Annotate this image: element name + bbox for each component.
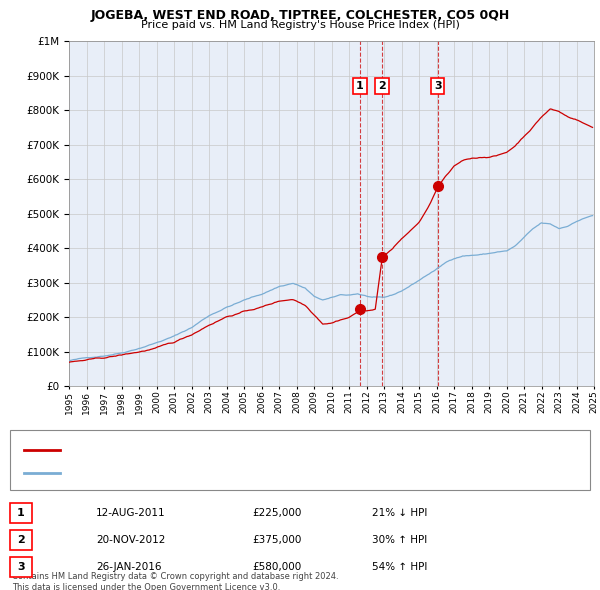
Text: £225,000: £225,000 [252,508,301,518]
Text: HPI: Average price, detached house, Colchester: HPI: Average price, detached house, Colc… [69,468,302,478]
Text: 54% ↑ HPI: 54% ↑ HPI [372,562,427,572]
Text: 21% ↓ HPI: 21% ↓ HPI [372,508,427,518]
Text: JOGEBA, WEST END ROAD, TIPTREE, COLCHESTER, CO5 0QH (detached house): JOGEBA, WEST END ROAD, TIPTREE, COLCHEST… [69,445,454,455]
Text: 2: 2 [378,81,386,91]
Text: 30% ↑ HPI: 30% ↑ HPI [372,535,427,545]
Text: Price paid vs. HM Land Registry's House Price Index (HPI): Price paid vs. HM Land Registry's House … [140,20,460,30]
Text: 3: 3 [17,562,25,572]
Text: 1: 1 [17,508,25,518]
Text: 12-AUG-2011: 12-AUG-2011 [96,508,166,518]
Text: 1: 1 [356,81,364,91]
Text: £375,000: £375,000 [252,535,301,545]
Text: £580,000: £580,000 [252,562,301,572]
Text: Contains HM Land Registry data © Crown copyright and database right 2024.: Contains HM Land Registry data © Crown c… [12,572,338,581]
Text: 3: 3 [434,81,442,91]
Text: This data is licensed under the Open Government Licence v3.0.: This data is licensed under the Open Gov… [12,583,280,590]
Text: JOGEBA, WEST END ROAD, TIPTREE, COLCHESTER, CO5 0QH: JOGEBA, WEST END ROAD, TIPTREE, COLCHEST… [91,9,509,22]
Text: 20-NOV-2012: 20-NOV-2012 [96,535,166,545]
Text: 2: 2 [17,535,25,545]
Text: 26-JAN-2016: 26-JAN-2016 [96,562,161,572]
